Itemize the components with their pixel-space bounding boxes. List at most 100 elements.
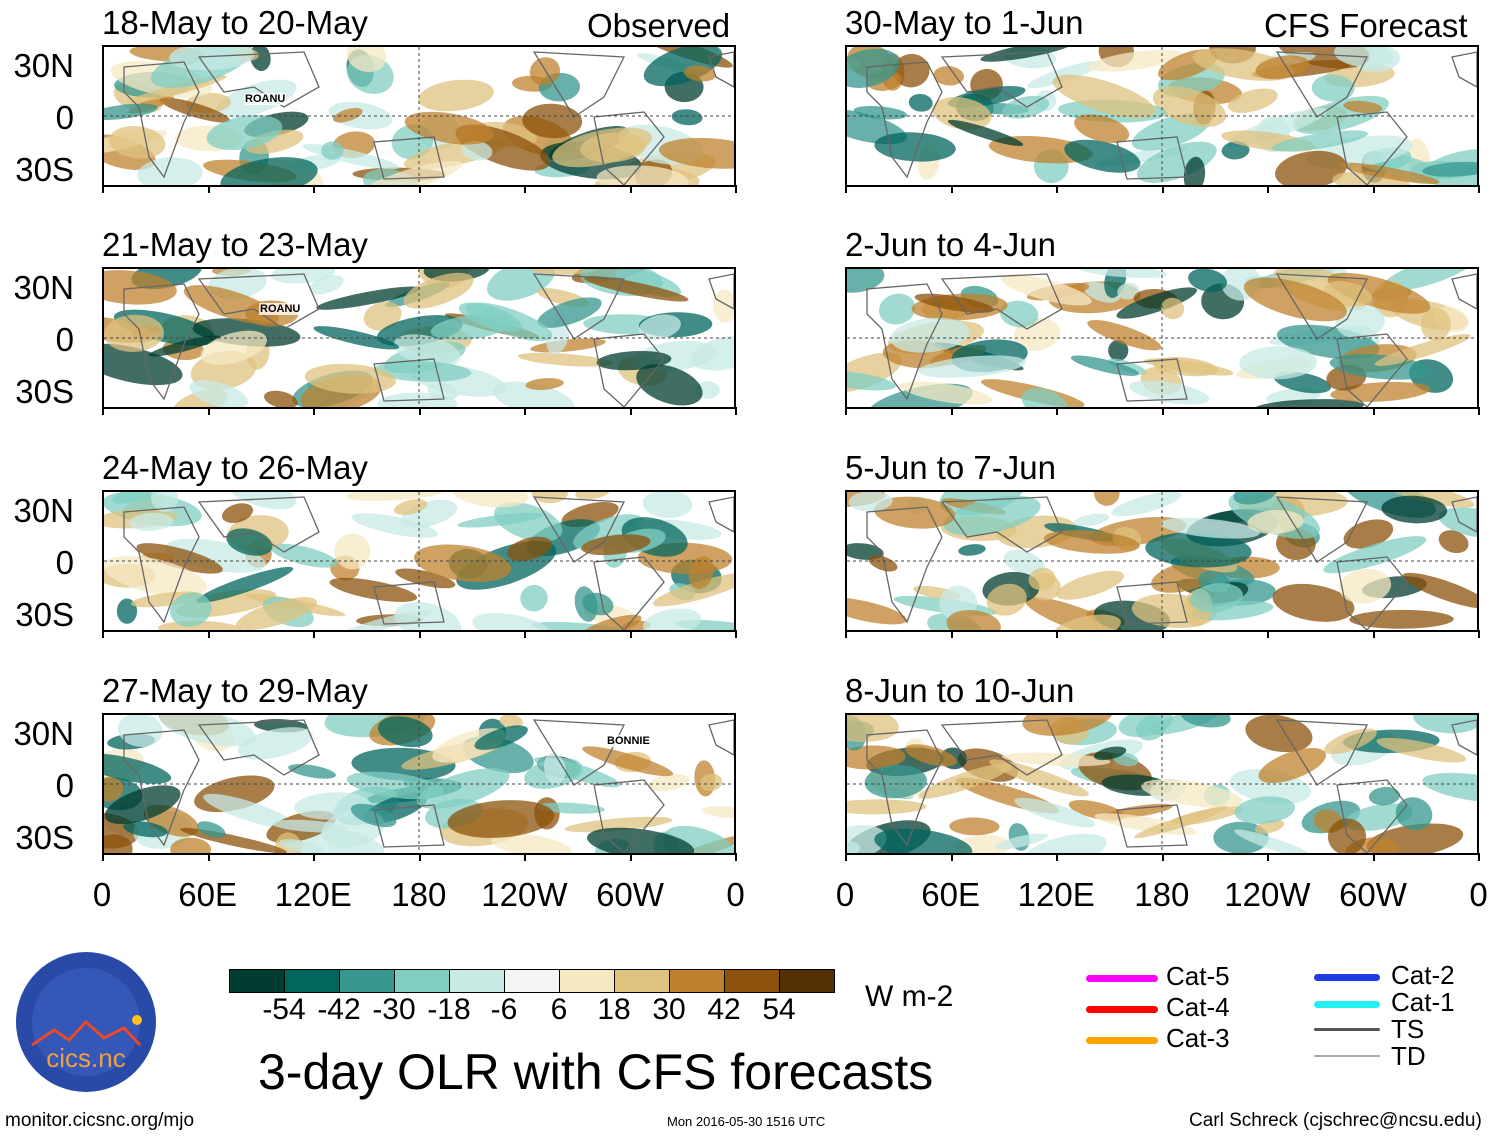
tick-mark — [1161, 185, 1164, 193]
tick-mark — [845, 407, 847, 415]
tick-mark — [313, 407, 315, 415]
legend-swatch-ts — [1314, 1028, 1380, 1031]
coastline — [532, 496, 626, 563]
tick-mark — [950, 853, 953, 861]
legend-swatch-cat-2 — [1314, 974, 1380, 981]
coastline — [373, 804, 445, 848]
lon-label: 0 — [92, 876, 112, 913]
tick-mark — [950, 185, 953, 193]
colorbar-label: 30 — [652, 993, 686, 1026]
tick-mark — [1478, 630, 1480, 638]
coastline — [940, 273, 1063, 330]
colorbar-label: 42 — [707, 993, 741, 1026]
lat-label: 30N — [13, 715, 74, 752]
colorbar-label: -30 — [372, 993, 416, 1026]
lon-label: 60W — [596, 876, 664, 913]
coastline — [940, 51, 1063, 108]
tick-mark — [102, 630, 104, 638]
tick-mark — [735, 185, 737, 193]
legend-swatch-cat-3 — [1086, 1037, 1158, 1044]
figure-title: 3-day OLR with CFS forecasts — [258, 1044, 934, 1100]
olr-anomaly-map — [847, 715, 1477, 853]
footer-url[interactable]: monitor.cicsnc.org/mjo — [5, 1110, 195, 1131]
storm-label: BONNIE — [606, 735, 651, 747]
coastline — [1336, 779, 1408, 853]
legend-label: TD — [1391, 1041, 1426, 1071]
tick-mark — [524, 407, 526, 415]
tick-mark — [1161, 630, 1164, 638]
tick-mark — [735, 853, 737, 861]
legend-label: Cat-1 — [1391, 987, 1455, 1017]
forecast-panel-4 — [845, 713, 1479, 855]
coastline — [1336, 111, 1408, 185]
coastline — [123, 506, 200, 624]
lon-label: 120E — [1017, 876, 1095, 913]
colorbar-label: -6 — [490, 993, 518, 1026]
tick-mark — [735, 407, 737, 415]
footer-timestamp: Mon 2016-05-30 1516 UTC — [667, 1114, 826, 1129]
colorbar-swatch — [559, 969, 615, 993]
tick-mark — [418, 630, 421, 638]
lat-label: 30N — [13, 269, 74, 306]
tick-mark — [207, 407, 210, 415]
tick-mark — [1478, 407, 1480, 415]
coastline — [197, 51, 320, 108]
colorbar-swatch — [284, 969, 340, 993]
olr-anomaly-map — [104, 47, 734, 185]
coastline — [532, 719, 626, 786]
lon-label: 180 — [1134, 876, 1190, 913]
colorbar-label: 6 — [550, 993, 568, 1026]
panel-title: 8-Jun to 10-Jun — [845, 672, 1075, 709]
coastline — [1275, 719, 1369, 786]
olr-anomaly-map — [104, 715, 734, 853]
coastline — [866, 61, 943, 179]
tick-mark — [524, 630, 526, 638]
forecast-header: CFS Forecast — [1264, 7, 1468, 44]
coastline — [866, 506, 943, 624]
coastline — [1275, 273, 1369, 340]
tick-mark — [102, 407, 104, 415]
lon-label: 60E — [921, 876, 980, 913]
tick-mark — [313, 853, 315, 861]
svg-text:cics.nc: cics.nc — [46, 1043, 125, 1073]
tick-mark — [313, 630, 315, 638]
tick-mark — [1267, 407, 1269, 415]
lat-label: 0 — [55, 544, 74, 581]
coastline — [197, 273, 320, 330]
tick-mark — [207, 853, 210, 861]
panel-title: 30-May to 1-Jun — [845, 4, 1084, 41]
legend-label: Cat-2 — [1391, 960, 1455, 990]
panel-title: 5-Jun to 7-Jun — [845, 449, 1056, 486]
tick-mark — [629, 853, 632, 861]
tick-mark — [207, 185, 210, 193]
tick-mark — [1372, 407, 1375, 415]
legend-swatch-cat-5 — [1086, 975, 1158, 982]
tick-mark — [629, 630, 632, 638]
tick-mark — [845, 853, 847, 861]
tick-mark — [1372, 853, 1375, 861]
coastline — [593, 333, 665, 407]
lon-label: 120E — [274, 876, 352, 913]
lat-label: 0 — [55, 767, 74, 804]
panel-title: 24-May to 26-May — [102, 449, 368, 486]
coastline — [708, 719, 734, 756]
legend-swatch-td — [1314, 1055, 1380, 1057]
tick-mark — [1056, 853, 1058, 861]
panel-title: 21-May to 23-May — [102, 226, 368, 263]
tick-mark — [1161, 853, 1164, 861]
coastline — [1116, 804, 1188, 848]
coastline — [708, 496, 734, 533]
coastline — [1451, 719, 1477, 756]
lat-label: 0 — [55, 99, 74, 136]
tick-mark — [1478, 853, 1480, 861]
coastline — [1275, 496, 1369, 563]
lon-label: 0 — [1469, 876, 1488, 913]
tick-mark — [845, 630, 847, 638]
tick-mark — [207, 630, 210, 638]
observed-panel-3 — [102, 490, 736, 632]
coastline — [593, 779, 665, 853]
lat-label: 30S — [15, 596, 74, 633]
tick-mark — [102, 853, 104, 861]
coastline — [532, 51, 626, 118]
coastline — [708, 51, 734, 88]
